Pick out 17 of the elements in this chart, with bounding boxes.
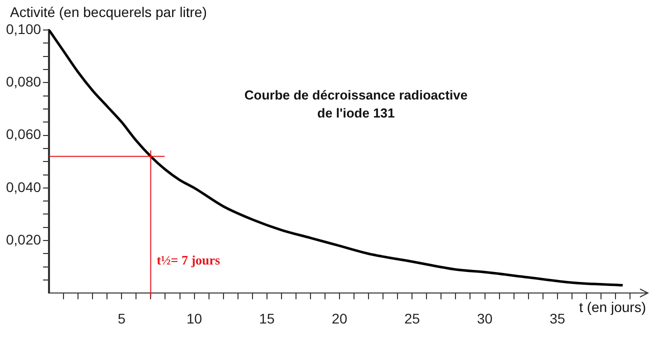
y-axis-title: Activité (en becquerels par litre)	[10, 4, 207, 20]
x-tick-label: 10	[186, 310, 202, 326]
text: Courbe de décroissance radioactive de l'iode 131	[244, 88, 468, 121]
x-tick-label: 15	[259, 310, 275, 326]
x-axis-title: t (en jours)	[579, 299, 646, 316]
line-series	[49, 30, 624, 287]
y-tick-label: 0,060	[6, 126, 42, 142]
x-tick-label: 35	[550, 310, 566, 326]
y-tick-label: 0,100	[6, 20, 42, 37]
ref-line-label: t½= 7 jours	[156, 252, 220, 268]
y-tick-label: 0,020	[6, 231, 42, 248]
y-tick-label: 0,080	[6, 74, 42, 90]
x-tick-label: 30	[476, 310, 493, 326]
x-tick-label: 5	[118, 310, 126, 326]
y-tick-label: 0,040	[6, 178, 42, 195]
x-tick-label: 25	[404, 310, 420, 326]
x-tick-label: 20	[332, 310, 348, 326]
